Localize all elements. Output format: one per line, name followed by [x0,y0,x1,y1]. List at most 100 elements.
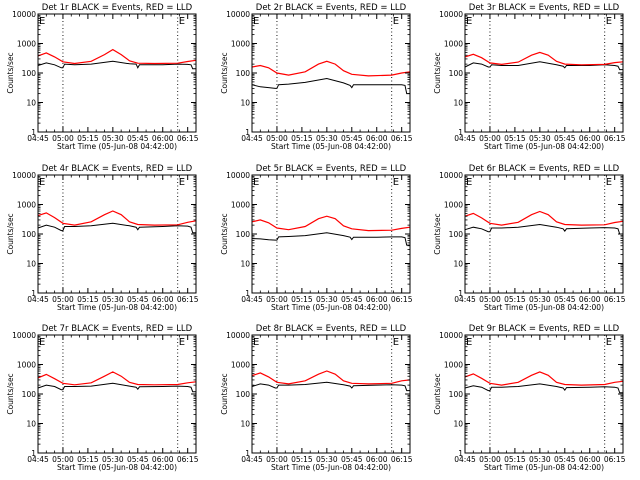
x-tick-label: 05:45 [127,134,149,143]
x-tick-label: 05:45 [554,134,576,143]
x-axis-label: Start Time (05-Jun-08 04:42:00) [57,142,177,151]
y-tick-label: 1 [31,449,36,458]
y-tick-label: 100 [22,230,37,239]
x-tick-label: 06:15 [391,134,413,143]
x-tick-label: 04:45 [241,295,263,304]
x-tick-label: 05:45 [554,295,576,304]
y-tick-label: 100 [236,230,251,239]
y-tick-label: 10000 [226,10,250,19]
x-tick-label: 05:30 [102,455,124,464]
lld-series-line [464,210,624,226]
x-tick-label: 05:45 [341,134,363,143]
y-tick-label: 10000 [439,331,463,340]
x-tick-label: 05:00 [52,134,74,143]
plot-frame [37,174,197,294]
panel-det-7: Det 7r BLACK = Events, RED = LLD E E 1 10 100… [6,324,199,472]
x-tick-label: 04:45 [27,455,49,464]
plot-frame [464,334,624,454]
y-tick-label: 100 [236,390,251,399]
panel-title: Det 5r BLACK = Events, RED = LLD [256,164,407,174]
y-axis-label: Counts/sec [220,213,229,254]
x-tick-label: 05:30 [316,134,338,143]
events-series-line [37,382,196,393]
y-axis-label: Counts/sec [433,213,442,254]
e-marker: E [466,177,472,188]
events-series-line [251,77,410,95]
x-tick-label: 06:00 [579,295,601,304]
x-tick-label: 06:15 [604,455,626,464]
lld-series-line [251,215,411,232]
x-tick-label: 05:30 [529,134,551,143]
panel-det-9: Det 9r BLACK = Events, RED = LLD E E 1 10 100… [433,324,626,472]
x-tick-label: 04:45 [241,455,263,464]
y-tick-label: 10000 [12,10,36,19]
lld-series-line [464,51,624,66]
panel-det-2: Det 2r BLACK = Events, RED = LLD E E 1 10 100… [220,3,413,151]
e-marker: E [253,177,259,188]
x-tick-label: 06:15 [177,134,199,143]
y-tick-label: 1000 [231,201,250,210]
events-series-line [37,60,196,70]
x-tick-label: 06:00 [152,134,174,143]
y-tick-label: 100 [449,230,464,239]
e-marker: E [393,16,399,27]
x-tick-label: 04:45 [241,134,263,143]
e-marker: E [606,16,612,27]
x-tick-label: 05:15 [504,295,526,304]
y-tick-label: 1000 [444,40,463,49]
x-tick-label: 06:00 [579,134,601,143]
x-tick-label: 05:00 [52,455,74,464]
plot-frame [464,174,624,294]
x-tick-label: 04:45 [454,295,476,304]
y-tick-label: 1 [245,449,250,458]
y-axis-label: Counts/sec [6,373,15,414]
events-series-line [251,381,410,392]
y-tick-label: 10000 [12,331,36,340]
lld-series-line [37,371,197,386]
plot-frame [251,334,411,454]
x-tick-label: 06:15 [177,455,199,464]
y-tick-label: 1000 [17,40,36,49]
y-tick-label: 100 [236,69,251,78]
x-tick-label: 05:30 [102,134,124,143]
y-tick-label: 1 [245,128,250,137]
y-tick-label: 10 [453,99,463,108]
x-tick-label: 06:00 [579,455,601,464]
x-tick-label: 06:15 [177,295,199,304]
x-tick-label: 05:45 [127,455,149,464]
y-tick-label: 1 [458,128,463,137]
e-marker: E [39,16,45,27]
y-tick-label: 100 [449,390,464,399]
e-marker: E [179,337,185,348]
y-tick-label: 1 [31,289,36,298]
e-marker: E [39,177,45,188]
x-tick-label: 05:15 [291,295,313,304]
panel-title: Det 3r BLACK = Events, RED = LLD [469,3,620,13]
y-axis-label: Counts/sec [220,52,229,93]
y-tick-label: 10 [453,420,463,429]
x-tick-label: 05:15 [291,134,313,143]
x-tick-label: 05:30 [529,455,551,464]
plot-frame [464,13,624,133]
e-marker: E [253,337,259,348]
x-tick-label: 05:15 [77,455,99,464]
x-tick-label: 05:30 [316,455,338,464]
x-tick-label: 04:45 [454,455,476,464]
y-tick-label: 100 [22,69,37,78]
x-tick-label: 06:00 [152,295,174,304]
x-axis-label: Start Time (05-Jun-08 04:42:00) [484,303,604,312]
e-marker: E [39,337,45,348]
x-tick-label: 05:45 [127,295,149,304]
x-tick-label: 06:00 [366,455,388,464]
y-tick-label: 1 [31,128,36,137]
e-marker: E [179,177,185,188]
lld-series-line [251,60,411,77]
x-tick-label: 05:00 [266,455,288,464]
x-tick-label: 06:15 [604,134,626,143]
y-tick-label: 10 [240,420,250,429]
e-marker: E [253,16,259,27]
x-tick-label: 05:45 [341,455,363,464]
plot-frame [251,13,411,133]
y-tick-label: 10000 [226,331,250,340]
lld-series-line [464,371,624,386]
